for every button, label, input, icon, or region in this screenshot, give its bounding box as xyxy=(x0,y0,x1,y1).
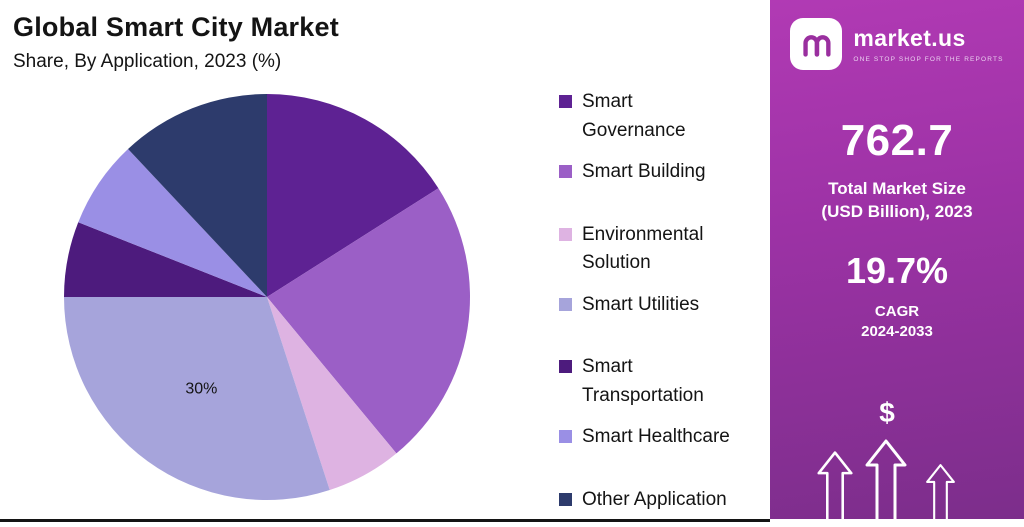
pie-chart: 30% xyxy=(64,94,470,500)
legend-swatch-icon xyxy=(559,430,572,443)
logo-glyph-icon xyxy=(803,35,831,57)
pie-slice-smart-utilities xyxy=(64,297,330,500)
chart-section: Global Smart City Market Share, By Appli… xyxy=(0,12,770,522)
legend-label: Smart Governance xyxy=(582,91,686,141)
growth-arrow-icon xyxy=(926,464,955,519)
brand-text: market.us ONE STOP SHOP FOR THE REPORTS xyxy=(853,25,1003,63)
legend-label: Smart Transportation xyxy=(582,356,704,406)
cagr-label-line2: 2024-2033 xyxy=(861,323,933,341)
pie-slice-smart-transportation xyxy=(64,222,267,297)
legend-item-other-application: Other Application xyxy=(559,486,765,515)
market-size-label-line1: Total Market Size xyxy=(828,179,966,198)
legend-swatch-icon xyxy=(559,492,572,506)
pie-slice-value-label: 30% xyxy=(185,380,217,397)
brand-logo: market.us ONE STOP SHOP FOR THE REPORTS xyxy=(790,18,1003,70)
market-size-label: Total Market Size (USD Billion), 2023 xyxy=(821,178,972,224)
pie-slice-smart-governance xyxy=(267,94,439,297)
legend-item-smart-building: Smart Building xyxy=(559,158,765,187)
market-size-value: 762.7 xyxy=(840,116,954,165)
legend-swatch-icon xyxy=(559,165,572,178)
legend-item-smart-healthcare: Smart Healthcare xyxy=(559,423,765,452)
legend-swatch-icon xyxy=(559,95,572,108)
market-us-logo-icon xyxy=(790,18,843,70)
legend-swatch-icon xyxy=(559,297,572,311)
brand-name: market.us xyxy=(853,25,966,51)
brand-tagline: ONE STOP SHOP FOR THE REPORTS xyxy=(853,56,1004,63)
chart-title: Global Smart City Market xyxy=(13,12,339,42)
market-size-label-line2: (USD Billion), 2023 xyxy=(821,201,973,221)
legend-label: Smart Utilities xyxy=(582,293,700,315)
legend-item-environmental-solution: Environmental Solution xyxy=(559,221,765,278)
dollar-sign-icon: $ xyxy=(879,397,895,428)
legend-label: Environmental Solution xyxy=(582,223,704,274)
brand-panel: market.us ONE STOP SHOP FOR THE REPORTS … xyxy=(770,0,1024,519)
legend-item-smart-governance: Smart Governance xyxy=(559,88,765,145)
chart-header: Global Smart City Market Share, By Appli… xyxy=(13,12,339,73)
cagr-label: CAGR 2024-2033 xyxy=(861,302,933,343)
legend-label: Smart Healthcare xyxy=(582,426,730,447)
chart-subtitle: Share, By Application, 2023 (%) xyxy=(13,51,282,72)
legend-label: Smart Building xyxy=(582,161,706,182)
pie-slice-smart-healthcare xyxy=(78,149,267,297)
legend-item-smart-transportation: Smart Transportation xyxy=(559,353,765,410)
legend-swatch-icon xyxy=(559,360,572,373)
cagr-label-line1: CAGR xyxy=(874,302,920,320)
legend-item-smart-utilities: Smart Utilities xyxy=(559,291,765,320)
cagr-value: 19.7% xyxy=(845,249,949,291)
growth-arrow-icon xyxy=(865,439,907,519)
growth-arrow-icon xyxy=(817,451,853,519)
chart-legend: Smart Governance Smart Building Environment… xyxy=(559,88,765,527)
legend-label: Other Application xyxy=(582,488,727,510)
pie-slice-smart-building xyxy=(267,188,470,454)
legend-swatch-icon xyxy=(559,227,572,241)
growth-graphic: $ xyxy=(770,379,1024,519)
pie-slice-other-application xyxy=(128,94,267,297)
pie-slice-environmental-solution xyxy=(267,297,397,491)
